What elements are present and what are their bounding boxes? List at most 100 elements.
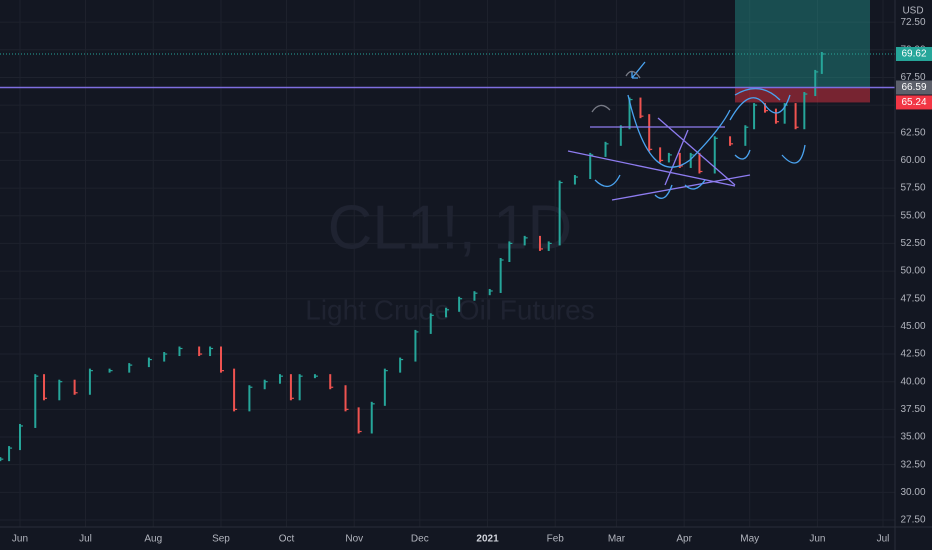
- price-bar: [604, 141, 607, 157]
- price-bar: [589, 152, 592, 180]
- price-bar: [458, 296, 461, 312]
- trend-line: [611, 174, 751, 201]
- x-tick-label: Mar: [608, 534, 626, 545]
- price-bar: [128, 363, 131, 373]
- price-badge: [896, 46, 932, 61]
- price-bar: [209, 346, 212, 357]
- price-bar: [178, 346, 181, 357]
- price-badge: [896, 80, 932, 95]
- y-tick-label: 37.50: [900, 404, 925, 415]
- price-bar: [753, 103, 756, 130]
- y-tick-label: 32.50: [900, 459, 925, 470]
- price-bar: [523, 235, 526, 246]
- price-badge: [896, 95, 932, 110]
- x-tick-label: Sep: [212, 534, 230, 545]
- y-tick-label: 35.00: [900, 432, 925, 443]
- price-bar: [298, 374, 301, 401]
- y-tick-label: 67.50: [900, 72, 925, 83]
- price-bar: [729, 136, 732, 146]
- y-tick-label: 45.00: [900, 321, 925, 332]
- currency: USD: [902, 6, 923, 17]
- position-box: [735, 0, 870, 103]
- y-tick-label: 72.50: [900, 17, 925, 28]
- y-tick-label: 52.50: [900, 238, 925, 249]
- head-shoulders: [627, 88, 791, 168]
- y-tick-label: 40.00: [900, 376, 925, 387]
- arrow: [631, 61, 646, 79]
- target-zone: [735, 0, 870, 88]
- price-bar: [628, 97, 631, 130]
- price-bar: [713, 136, 716, 174]
- price-bar: [429, 313, 432, 334]
- price-bar: [88, 368, 91, 395]
- price-bar: [573, 175, 576, 185]
- price-bar: [414, 329, 417, 362]
- price-bar: [473, 291, 476, 301]
- price-bar: [278, 374, 281, 384]
- price-badge-label: 69.62: [901, 49, 926, 60]
- y-tick-label: 62.50: [900, 127, 925, 138]
- price-bar: [803, 92, 806, 130]
- price-bar: [18, 423, 21, 451]
- trend-line: [664, 129, 689, 186]
- x-tick-label: May: [740, 534, 759, 545]
- price-bar: [357, 407, 360, 434]
- price-bar: [329, 374, 332, 390]
- y-tick-label: 30.00: [900, 487, 925, 498]
- price-bar: [383, 368, 386, 406]
- price-bar: [689, 152, 692, 168]
- x-tick-label: 2021: [476, 534, 499, 545]
- levels: [0, 53, 895, 89]
- price-bar: [820, 51, 823, 74]
- price-badge-label: 65.24: [901, 97, 926, 108]
- price-bar: [648, 114, 651, 152]
- price-bar: [639, 97, 642, 119]
- watermark-name: Light Crude Oil Futures: [305, 294, 594, 325]
- price-bar: [248, 385, 251, 412]
- axis-labels: 27.50 30.00 32.50 35.00 37.50 40.00 42.50 45.00…: [12, 17, 932, 545]
- stop-zone: [735, 87, 870, 103]
- watermark-symbol: CL1!, 1D: [328, 193, 573, 262]
- price-bar: [219, 346, 222, 373]
- price-bar: [774, 108, 777, 124]
- price-bar: [58, 379, 61, 401]
- price-bar: [344, 385, 347, 412]
- price-bar: [678, 152, 681, 168]
- y-tick-label: 47.50: [900, 293, 925, 304]
- price-bar: [547, 241, 550, 251]
- x-tick-label: Feb: [547, 534, 565, 545]
- price-bar: [73, 379, 76, 395]
- price-bar: [370, 401, 373, 434]
- x-tick-label: Nov: [345, 534, 363, 545]
- price-bar: [263, 379, 266, 390]
- y-tick-label: 50.00: [900, 266, 925, 277]
- curve: [591, 70, 641, 113]
- x-tick-label: Jul: [877, 534, 890, 545]
- y-tick-label: 60.00: [900, 155, 925, 166]
- curve: [594, 144, 806, 199]
- price-bar: [508, 241, 511, 262]
- price-bar: [289, 374, 292, 401]
- price-bar: [814, 69, 817, 97]
- price-bar: [764, 103, 767, 113]
- price-bar: [538, 235, 541, 251]
- x-tick-label: Apr: [676, 534, 692, 545]
- price-bar: [698, 152, 701, 174]
- price-bar: [619, 125, 622, 146]
- price-bar: [558, 180, 561, 246]
- price-bar: [43, 374, 46, 401]
- price-bar: [399, 357, 402, 373]
- price-bar: [8, 446, 11, 462]
- y-tick-label: 55.00: [900, 210, 925, 221]
- price-bar: [198, 346, 201, 357]
- x-tick-label: Jun: [809, 534, 825, 545]
- x-tick-label: Oct: [279, 534, 295, 545]
- time-axis: [0, 527, 932, 550]
- x-tick-label: Aug: [144, 534, 162, 545]
- price-bar: [163, 352, 166, 362]
- price-bar: [147, 357, 150, 368]
- drawings: [567, 61, 806, 201]
- price-bar: [34, 374, 37, 428]
